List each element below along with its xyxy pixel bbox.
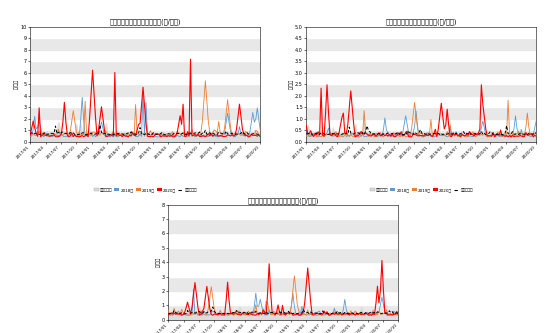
Bar <box>306 130 536 142</box>
Y-axis label: 元/千克: 元/千克 <box>14 79 19 89</box>
Bar <box>30 50 260 61</box>
Bar <box>30 96 260 107</box>
Bar <box>306 84 536 96</box>
Bar <box>306 119 536 130</box>
Bar <box>306 38 536 50</box>
Bar <box>30 61 260 73</box>
Bar <box>306 107 536 119</box>
Title: 昆明农产品批发市场红枣价格(元/千克): 昆明农产品批发市场红枣价格(元/千克) <box>248 197 319 203</box>
Bar <box>306 96 536 107</box>
Bar <box>30 73 260 84</box>
Bar <box>306 73 536 84</box>
Bar <box>306 27 536 38</box>
Bar <box>168 248 398 262</box>
Bar <box>168 305 398 320</box>
Title: 岳阳农产品批发市场红枣价格(元/千克): 岳阳农产品批发市场红枣价格(元/千克) <box>386 19 457 25</box>
Bar <box>30 130 260 142</box>
Bar <box>168 291 398 305</box>
Legend: 近五年均价, 2018年, 2019年, 2020年, 近五年均价: 近五年均价, 2018年, 2019年, 2020年, 近五年均价 <box>93 187 198 193</box>
Bar <box>168 205 398 219</box>
Y-axis label: 元/千克: 元/千克 <box>289 79 294 89</box>
Bar <box>30 107 260 119</box>
Bar <box>30 27 260 38</box>
Bar <box>30 119 260 130</box>
Legend: 近五年均价, 2018年, 2019年, 2020年, 近五年均价: 近五年均价, 2018年, 2019年, 2020年, 近五年均价 <box>368 187 474 193</box>
Bar <box>168 219 398 233</box>
Bar <box>168 277 398 291</box>
Bar <box>168 233 398 248</box>
Bar <box>168 262 398 277</box>
Bar <box>30 38 260 50</box>
Bar <box>306 50 536 61</box>
Y-axis label: 元/千克: 元/千克 <box>155 257 160 267</box>
Title: 郑州农产品批发市场红枣价格(元/千克): 郑州农产品批发市场红枣价格(元/千克) <box>109 19 181 25</box>
Bar <box>30 84 260 96</box>
Bar <box>306 61 536 73</box>
